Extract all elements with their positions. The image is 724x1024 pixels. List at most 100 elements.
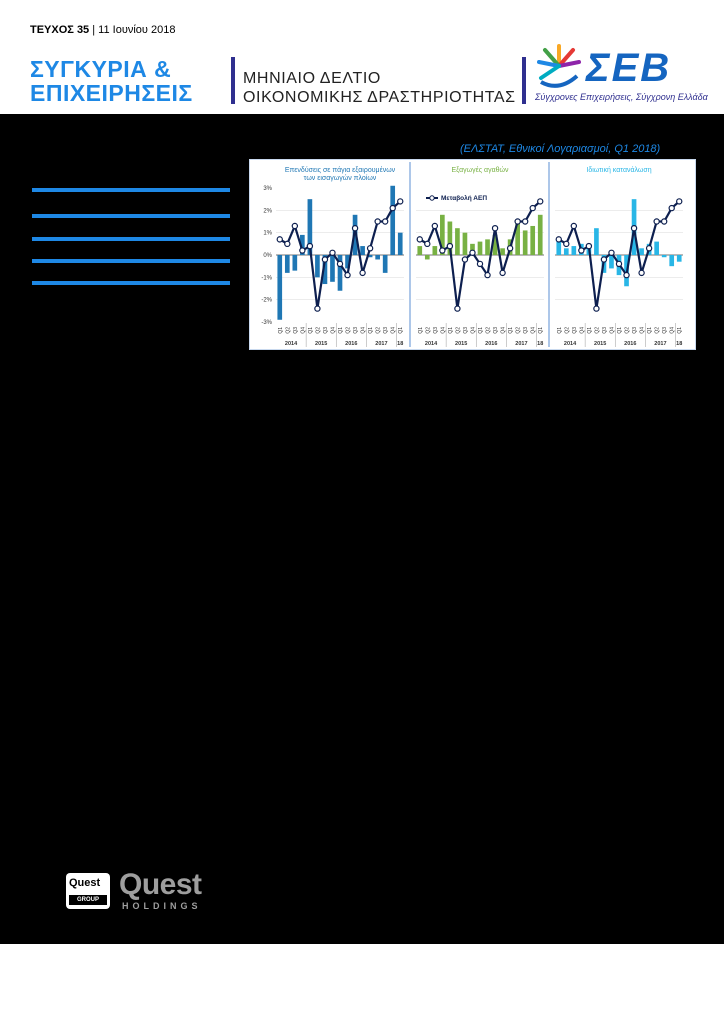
y-tick-label: 2% [263,208,272,214]
bar [382,255,388,273]
quarter-tick-label: Q1 [677,327,683,334]
gdp-point [344,271,351,279]
quarter-tick-label: Q4 [670,327,676,334]
quarter-tick-label: Q3 [523,327,529,334]
sev-logo-text: ΣΕΒ [586,46,672,90]
issue-separator: | [89,24,99,36]
bar [556,241,562,255]
sev-starburst-icon [537,44,581,88]
bar [661,255,667,258]
quarter-tick-label: Q4 [470,327,476,334]
gdp-point [578,247,585,254]
year-tick-label: 2016 [624,341,636,347]
gdp-point [529,204,536,212]
gdp-point [284,240,291,248]
gdp-point [521,218,529,225]
year-tick-label: 2015 [315,341,327,347]
quarter-tick-label: Q2 [625,327,631,334]
quarter-tick-label: Q4 [501,327,507,334]
gdp-point [555,236,562,243]
year-tick-label: 2014 [425,341,438,347]
quarter-tick-label: Q3 [572,327,578,334]
quarter-tick-label: Q1 [368,327,374,334]
quarter-tick-label: Q2 [346,327,352,334]
quarter-tick-label: Q1 [418,327,424,334]
quarter-tick-label: Q1 [308,327,314,334]
y-tick-label: 3% [263,186,272,192]
brand-line-2: ΕΠΙΧΕΙΡΗΣΕΙΣ [30,80,193,106]
y-tick-label: -2% [261,298,272,304]
chart-title: Επενδύσεις σε πάγια εξαιρουμένων [285,166,396,174]
year-tick-label: 18 [676,341,682,347]
gdp-point [424,240,431,248]
bar [537,214,543,255]
gdp-point [484,271,491,279]
sidebar-rule-5 [32,281,230,285]
quarter-tick-label: Q2 [376,327,382,334]
issue-line: ΤΕΥΧΟΣ 35 | 11 Ιουνίου 2018 [30,24,175,36]
gdp-point [351,224,359,232]
year-tick-label: 2017 [515,341,527,347]
quarter-tick-label: Q4 [531,327,537,334]
gdp-point [439,247,446,254]
bar [330,255,335,282]
bar [292,255,298,271]
issue-label: ΤΕΥΧΟΣ 35 [30,24,90,36]
gdp-point [291,222,299,230]
gdp-point [461,256,469,263]
gdp-contribution-figure: Επενδύσεις σε πάγια εξαιρουμένων των εισα… [249,159,696,350]
bar [375,255,380,260]
bar [322,255,328,285]
chart-title: Ιδιωτική κατανάλωση [586,166,651,174]
gdp-point [336,260,344,268]
quarter-tick-label: Q3 [493,327,499,334]
quarter-tick-label: Q1 [617,327,623,334]
gdp-point [359,269,366,277]
y-tick-label: -3% [261,320,272,326]
bar [500,248,505,255]
bar [360,246,365,255]
quarter-tick-label: Q3 [602,327,608,334]
gdp-point [476,260,484,268]
publication-subtitle: ΜΗΝΙΑΙΟ ΔΕΛΤΙΟ ΟΙΚΟΝΟΜΙΚΗΣ ΔΡΑΣΤΗΡΙΟΤΗΤΑ… [243,69,516,107]
gdp-point [446,242,454,250]
gdp-point [454,305,461,312]
gdp-point [600,256,608,263]
bar [470,243,475,255]
quarter-tick-label: Q2 [315,327,321,334]
quarter-tick-label: Q3 [293,327,299,334]
year-tick-label: 2015 [455,341,467,347]
gdp-point [431,222,439,230]
year-tick-label: 2014 [564,341,577,347]
gdp-point [570,222,578,230]
bar [522,230,528,255]
bar [530,225,536,255]
legend-label: Μεταβολή ΑΕΠ [441,194,487,202]
bar [315,255,320,278]
quarter-tick-label: Q2 [516,327,522,334]
quarter-tick-label: Q3 [463,327,469,334]
bar [462,232,468,255]
bar [654,241,659,255]
chart-title: Εξαγωγές αγαθών [451,166,509,174]
gdp-point [668,204,675,212]
gdp-point [366,245,374,252]
gdp-point [416,236,423,243]
gdp-point [306,242,314,250]
quarter-tick-label: Q2 [486,327,492,334]
gdp-point [537,198,544,205]
bar [432,246,438,255]
publication-brand: ΣΥΓΚΥΡΙΑ & ΕΠΙΧΕΙΡΗΣΕΙΣ [30,57,193,105]
bar [345,255,350,269]
bar [447,221,453,255]
year-tick-label: 18 [397,341,403,347]
quarter-tick-label: Q2 [564,327,570,334]
gdp-point [585,242,593,250]
bar [424,255,430,260]
bar [477,241,483,255]
quarter-tick-label: Q1 [647,327,653,334]
quarter-tick-label: Q2 [285,327,291,334]
quarter-tick-label: Q1 [278,327,284,334]
subtitle-line-1: ΜΗΝΙΑΙΟ ΔΕΛΤΙΟ [243,70,381,87]
